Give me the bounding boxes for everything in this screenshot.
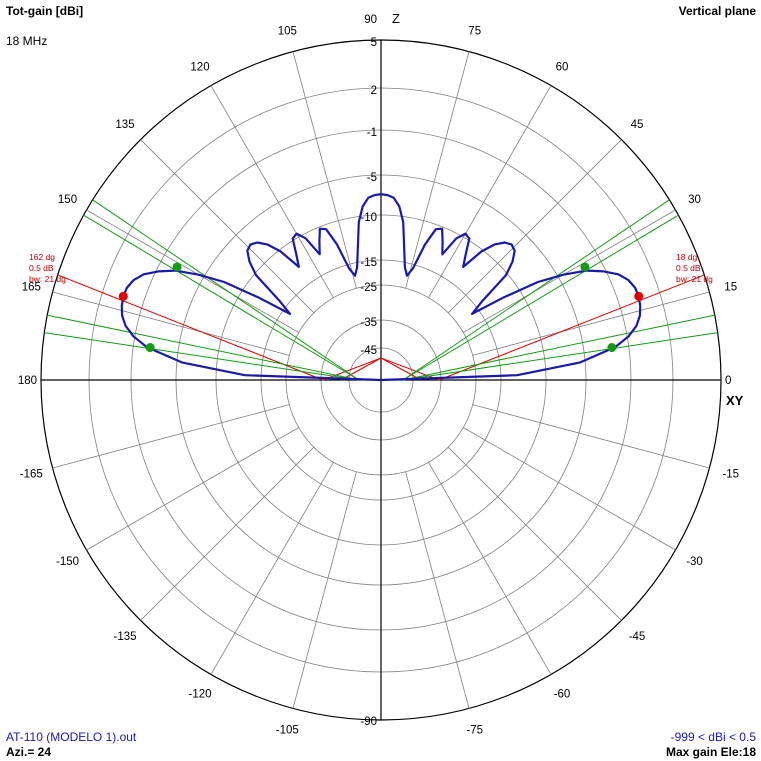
max-gain-marker	[634, 291, 644, 301]
radial-label: -1	[367, 127, 377, 139]
beam-annotation: 0.5 dB	[29, 263, 54, 273]
grid-spoke	[447, 446, 622, 621]
plane-label: Vertical plane	[678, 4, 756, 18]
grid-spoke	[292, 51, 357, 289]
beamwidth-line	[44, 332, 360, 381]
beamwidth-line	[92, 199, 360, 381]
grid-spoke	[472, 291, 710, 356]
angle-label: -15	[722, 469, 739, 481]
ground-reflection-lines	[322, 357, 440, 381]
radial-label: -45	[360, 345, 377, 357]
radial-label: -5	[367, 172, 377, 184]
radial-label: -35	[360, 317, 377, 329]
radiation-pattern	[120, 193, 642, 382]
angle-label: -30	[686, 556, 703, 568]
beamwidth-marker	[172, 262, 182, 272]
frequency-label: 18 MHz	[6, 34, 48, 48]
file-name: AT-110 (MODELO 1).out	[6, 730, 137, 744]
grid-spoke	[52, 291, 290, 356]
radial-labels: 5 2 -1 -5 -10 -15 -25 -35 -45	[360, 37, 377, 357]
angle-label: -90	[360, 716, 377, 728]
angle-label: 45	[631, 119, 644, 131]
grid-spoke	[292, 471, 357, 709]
angle-label: 30	[688, 194, 701, 206]
angle-label: -120	[188, 689, 211, 701]
ground-line	[340, 357, 382, 381]
angle-label: 135	[115, 119, 134, 131]
grid-spoke	[405, 471, 470, 709]
beamwidth-marker	[580, 262, 590, 272]
grid-spokes	[52, 51, 710, 709]
angle-label: -135	[113, 631, 136, 643]
angle-label: 165	[22, 281, 41, 293]
angle-label: 15	[724, 281, 737, 293]
angle-label: -45	[629, 631, 646, 643]
angle-label: -105	[276, 725, 299, 737]
grid-spoke	[463, 209, 676, 333]
angle-label: 0	[725, 375, 731, 387]
beam-annotation: 18 dg	[676, 252, 698, 262]
angle-label: 105	[278, 25, 297, 37]
beamwidth-line	[402, 214, 679, 381]
angle-label: 60	[556, 62, 569, 74]
angle-label: 90	[364, 14, 377, 26]
beam-lines	[44, 199, 718, 381]
max-gain-label: Max gain Ele:18	[665, 745, 756, 759]
grid-spoke	[472, 404, 710, 469]
xy-axis-label: XY	[726, 393, 744, 408]
grid-spoke	[140, 446, 315, 621]
radial-label: 2	[371, 85, 377, 97]
chart-title: Tot-gain [dBi]	[6, 4, 84, 18]
beamwidth-marker	[607, 343, 617, 353]
radial-label: -10	[360, 212, 377, 224]
radial-label: -25	[360, 282, 377, 294]
grid-spoke	[428, 85, 552, 298]
beam-annotation: bw: 21 dg	[29, 274, 66, 284]
angle-label: -165	[20, 469, 43, 481]
beamwidth-marker	[145, 343, 155, 353]
ground-line	[380, 357, 422, 381]
pattern-curve	[120, 193, 642, 382]
grid-spoke	[428, 462, 552, 675]
beamwidth-line	[402, 199, 670, 381]
max-gain-marker	[118, 291, 128, 301]
grid-spoke	[405, 51, 470, 289]
angle-label: 150	[58, 194, 77, 206]
azimuth-label: Azi.= 24	[6, 745, 52, 759]
angle-labels: 0 15 30 45 60 75 90 105 120 135 150 165 180 -165 -150 -…	[18, 14, 739, 737]
angle-label: -150	[56, 556, 79, 568]
grid-spoke	[210, 462, 334, 675]
radial-label: 5	[371, 37, 377, 49]
grid-spoke	[86, 427, 299, 551]
beam-annotation: 0.5 dB	[676, 263, 701, 273]
beamwidth-line	[402, 332, 718, 381]
beam-markers	[118, 262, 644, 353]
grid-spoke	[447, 139, 622, 314]
beamwidth-line	[83, 214, 360, 381]
angle-label: -75	[466, 725, 483, 737]
angle-label: 120	[190, 62, 209, 74]
main-beam-line	[57, 274, 324, 381]
radial-label: -15	[360, 257, 377, 269]
grid-spoke	[210, 85, 334, 298]
main-beam-line	[438, 274, 705, 381]
beamwidth-line	[402, 314, 715, 381]
beam-annotation: 162 dg	[29, 252, 55, 262]
grid-spoke	[463, 427, 676, 551]
beamwidth-line	[47, 314, 360, 381]
z-axis-label: Z	[392, 11, 400, 26]
grid-spoke	[52, 404, 290, 469]
range-label: -999 < dBi < 0.5	[670, 730, 756, 744]
angle-label: -60	[554, 689, 571, 701]
grid-spoke	[140, 139, 315, 314]
angle-label: 75	[468, 25, 481, 37]
grid-spoke	[86, 209, 299, 333]
beam-annotation: bw: 21 dg	[676, 274, 713, 284]
angle-label: 180	[18, 375, 37, 387]
